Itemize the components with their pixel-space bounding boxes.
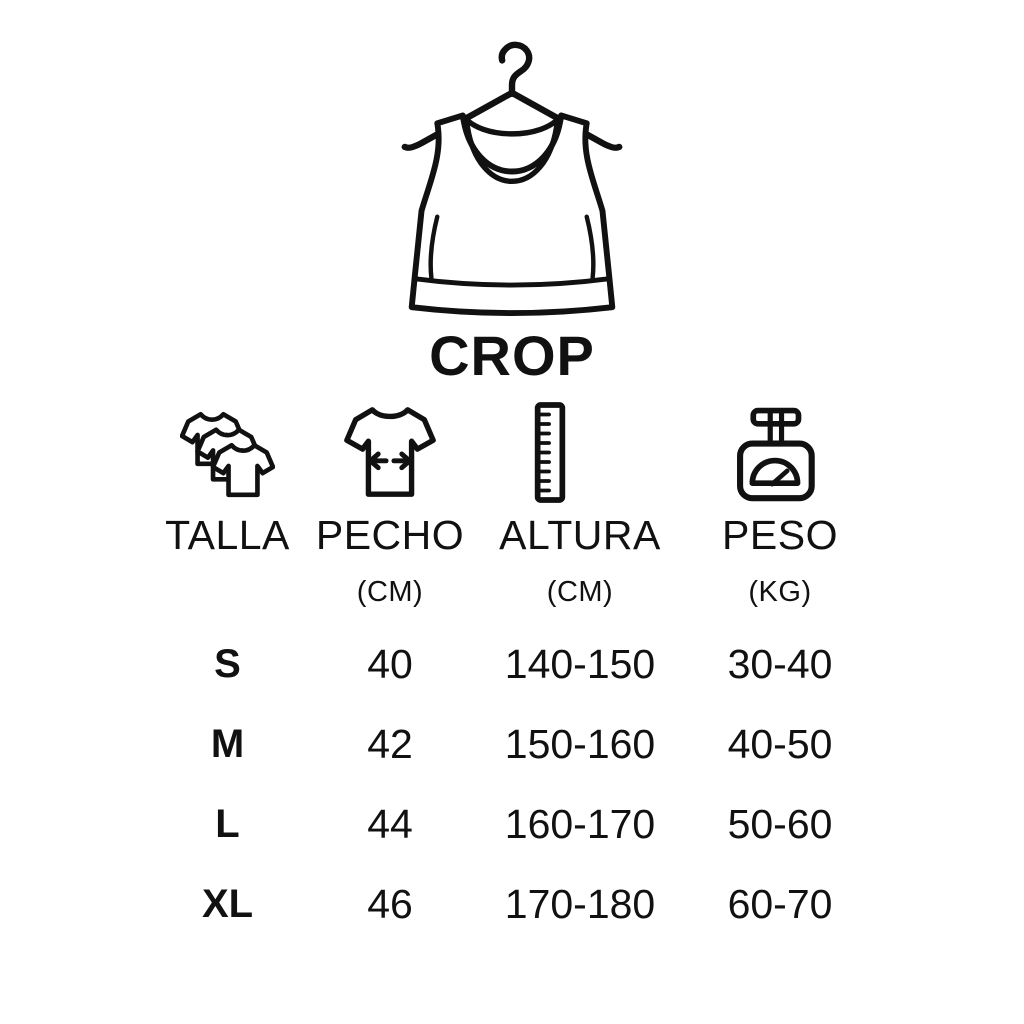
- altura-value-l: 160-170: [504, 800, 656, 847]
- altura-value-s: 140-150: [504, 640, 656, 687]
- pecho-value-l: 44: [367, 800, 413, 847]
- crop-top-on-hanger-icon: [401, 41, 623, 317]
- ruler-icon: [435, 395, 665, 510]
- peso-value-l: 50-60: [727, 800, 833, 847]
- column-unit-peso: (KG): [748, 575, 812, 608]
- tshirt-width-arrows-icon: [315, 395, 465, 510]
- peso-value-s: 30-40: [727, 640, 833, 687]
- column-header-altura: ALTURA: [499, 511, 661, 558]
- size-label-s: S: [214, 641, 241, 686]
- column-header-talla: TALLA: [165, 511, 290, 558]
- pecho-value-m: 42: [367, 720, 413, 767]
- product-title: CROP: [429, 324, 595, 387]
- size-label-xl: XL: [201, 881, 254, 926]
- column-header-pecho: PECHO: [315, 511, 465, 558]
- column-header-peso: PESO: [722, 511, 838, 558]
- pecho-value-s: 40: [367, 640, 413, 687]
- column-unit-talla: [140, 560, 315, 624]
- peso-value-m: 40-50: [727, 720, 833, 767]
- crop-top-illustration: [394, 24, 630, 319]
- size-label-l: L: [215, 801, 240, 846]
- pecho-value-xl: 46: [367, 880, 413, 927]
- column-unit-altura: (CM): [546, 575, 614, 608]
- size-label-m: M: [210, 721, 245, 766]
- weight-scale-icon: [689, 395, 859, 510]
- altura-value-m: 150-160: [504, 720, 656, 767]
- tshirt-stack-icon: [140, 395, 315, 510]
- column-unit-pecho: (CM): [356, 575, 424, 608]
- size-chart: TALLA PECHO ALTURA PESO (CM) (CM) (KG) S…: [140, 395, 865, 944]
- altura-value-xl: 170-180: [504, 880, 656, 927]
- peso-value-xl: 60-70: [727, 880, 833, 927]
